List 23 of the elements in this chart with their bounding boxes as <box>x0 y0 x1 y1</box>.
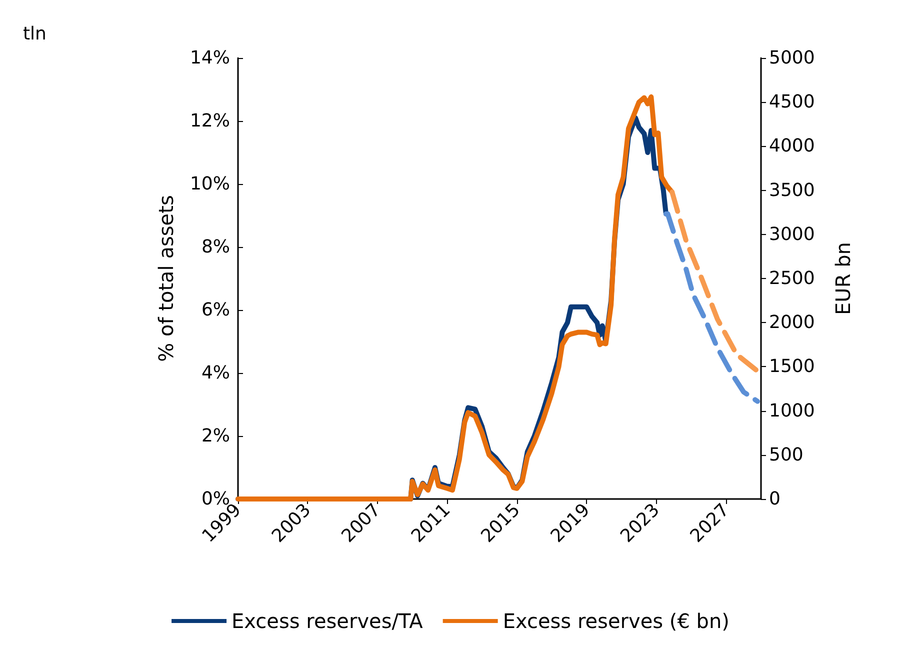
y2-tick-label: 1500 <box>769 356 815 378</box>
y2-tick-label: 1000 <box>769 400 815 422</box>
y2-tick-label: 5000 <box>769 48 815 68</box>
y2-tick-label: 3000 <box>769 224 815 245</box>
y2-tick-label: 500 <box>769 444 804 466</box>
y-tick-label: 2% <box>201 426 230 446</box>
y-tick-label: 8% <box>201 236 230 258</box>
y2-tick-label: 3500 <box>769 180 815 201</box>
text: tln <box>23 24 46 44</box>
y-tick-label: 12% <box>190 110 230 132</box>
legend-label: Excess reserves (€ bn) <box>502 609 730 633</box>
y2-tick-label: 2000 <box>769 312 815 334</box>
legend-label: Excess reserves/TA <box>232 609 424 633</box>
y2-tick-label: 2500 <box>769 268 815 289</box>
y-tick-label: 10% <box>190 174 230 194</box>
y-tick-label: 4% <box>201 362 230 384</box>
y2-tick-label: 4500 <box>769 92 815 113</box>
y2-tick-label: 4000 <box>769 136 815 157</box>
y-axis-title: % of total assets <box>154 195 178 362</box>
y2-tick-label: 0 <box>769 488 780 510</box>
y-tick-label: 6% <box>201 300 230 320</box>
y-tick-label: 14% <box>190 48 230 68</box>
y2-axis-title: EUR bn <box>831 242 855 315</box>
